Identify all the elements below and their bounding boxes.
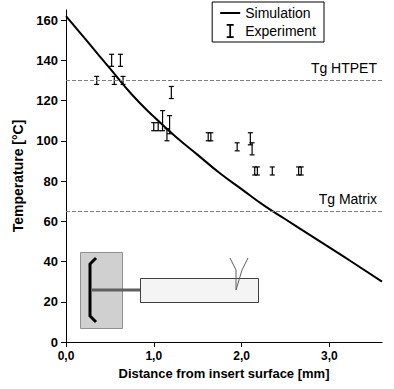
svg-text:20: 20 — [44, 294, 58, 309]
svg-text:Experiment: Experiment — [245, 23, 316, 39]
svg-text:3,0: 3,0 — [321, 349, 338, 363]
svg-text:Tg Matrix: Tg Matrix — [319, 191, 377, 207]
svg-text:100: 100 — [36, 133, 58, 148]
svg-text:60: 60 — [44, 214, 58, 229]
svg-text:Simulation: Simulation — [245, 5, 310, 21]
svg-text:1,0: 1,0 — [145, 349, 162, 363]
svg-text:0,0: 0,0 — [58, 349, 75, 363]
svg-text:140: 140 — [36, 53, 58, 68]
svg-text:Temperature [°C]: Temperature [°C] — [10, 120, 26, 233]
svg-text:80: 80 — [44, 174, 58, 189]
svg-text:2,0: 2,0 — [233, 349, 250, 363]
svg-text:0: 0 — [51, 335, 58, 350]
svg-text:120: 120 — [36, 93, 58, 108]
svg-text:Distance from insert surface [: Distance from insert surface [mm] — [119, 366, 330, 381]
svg-text:160: 160 — [36, 13, 58, 28]
svg-text:40: 40 — [44, 254, 58, 269]
svg-text:Tg HTPET: Tg HTPET — [311, 60, 378, 76]
